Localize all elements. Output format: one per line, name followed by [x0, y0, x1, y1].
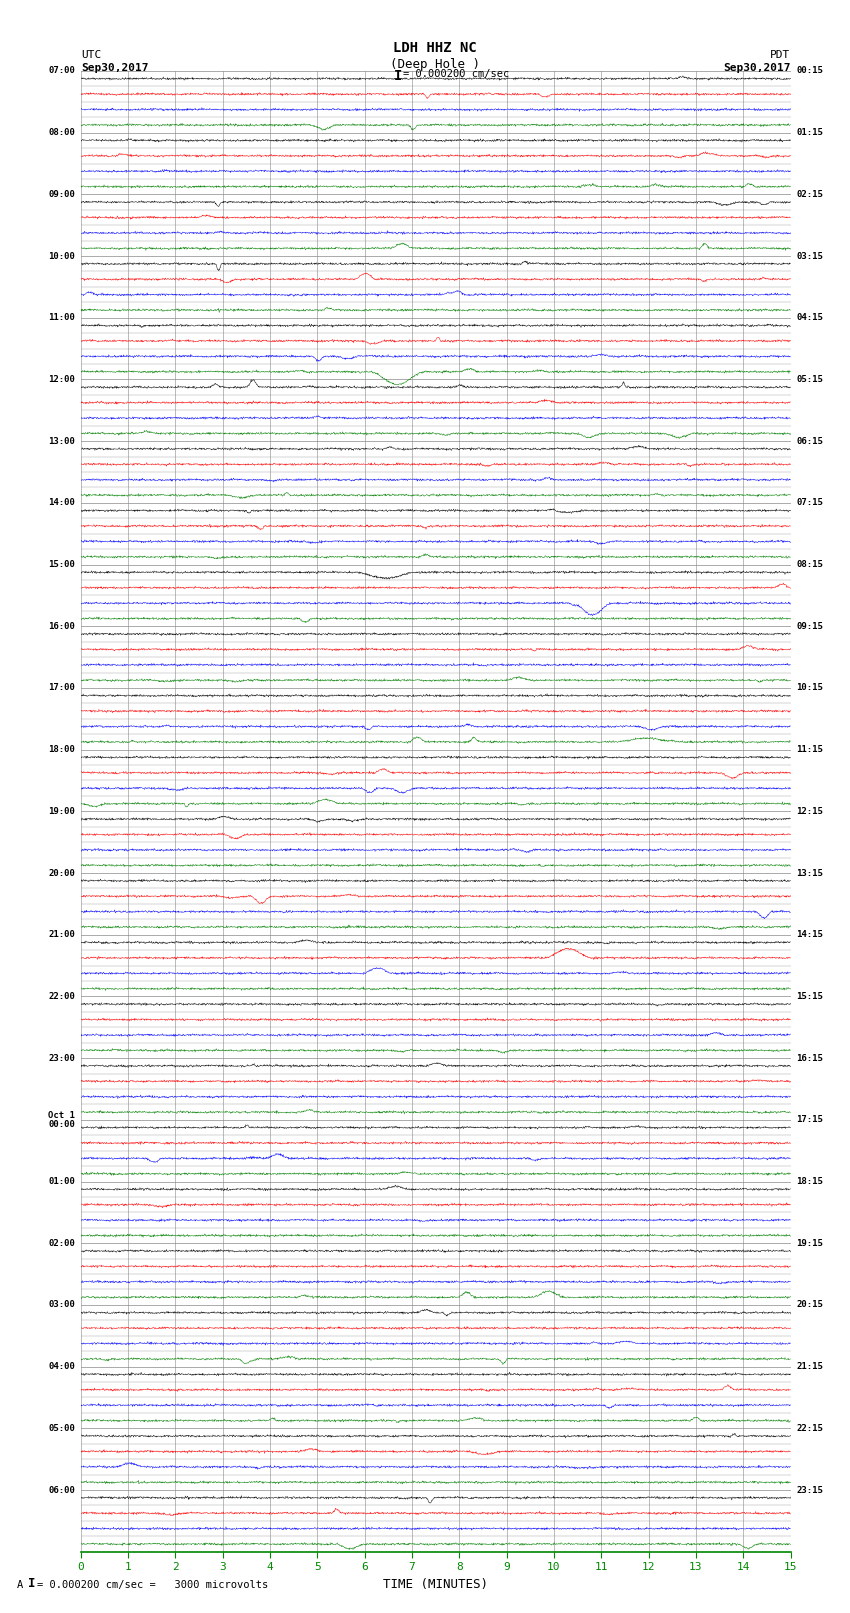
Text: 06:15: 06:15 — [796, 437, 823, 445]
Text: 12:15: 12:15 — [796, 806, 823, 816]
Text: Sep30,2017: Sep30,2017 — [723, 63, 791, 73]
Text: 08:00: 08:00 — [48, 127, 75, 137]
Text: 22:00: 22:00 — [48, 992, 75, 1002]
Text: 19:00: 19:00 — [48, 806, 75, 816]
Text: 04:15: 04:15 — [796, 313, 823, 323]
Text: UTC: UTC — [81, 50, 101, 60]
Text: 09:00: 09:00 — [48, 190, 75, 198]
Text: 21:15: 21:15 — [796, 1361, 823, 1371]
Text: A: A — [17, 1581, 23, 1590]
Text: 18:00: 18:00 — [48, 745, 75, 755]
Text: 14:00: 14:00 — [48, 498, 75, 508]
Text: 21:00: 21:00 — [48, 931, 75, 939]
Text: 00:15: 00:15 — [796, 66, 823, 76]
Text: 20:00: 20:00 — [48, 868, 75, 877]
Text: = 0.000200 cm/sec: = 0.000200 cm/sec — [403, 69, 509, 79]
Text: (Deep Hole ): (Deep Hole ) — [390, 58, 480, 71]
Text: LDH HHZ NC: LDH HHZ NC — [394, 40, 477, 55]
Text: 23:00: 23:00 — [48, 1053, 75, 1063]
Text: 15:15: 15:15 — [796, 992, 823, 1002]
Text: 22:15: 22:15 — [796, 1424, 823, 1432]
Text: Sep30,2017: Sep30,2017 — [81, 63, 148, 73]
Text: 05:00: 05:00 — [48, 1424, 75, 1432]
Text: 11:00: 11:00 — [48, 313, 75, 323]
Text: 18:15: 18:15 — [796, 1177, 823, 1186]
Text: 23:15: 23:15 — [796, 1486, 823, 1495]
Text: 00:00: 00:00 — [48, 1119, 75, 1129]
Text: I: I — [394, 69, 402, 84]
Text: 12:00: 12:00 — [48, 374, 75, 384]
Text: 08:15: 08:15 — [796, 560, 823, 569]
Text: = 0.000200 cm/sec =   3000 microvolts: = 0.000200 cm/sec = 3000 microvolts — [37, 1581, 268, 1590]
Text: Oct 1: Oct 1 — [48, 1111, 75, 1119]
Text: 09:15: 09:15 — [796, 621, 823, 631]
Text: 10:00: 10:00 — [48, 252, 75, 261]
Text: 05:15: 05:15 — [796, 374, 823, 384]
Text: 02:00: 02:00 — [48, 1239, 75, 1248]
X-axis label: TIME (MINUTES): TIME (MINUTES) — [383, 1578, 488, 1590]
Text: 17:15: 17:15 — [796, 1115, 823, 1124]
Text: 14:15: 14:15 — [796, 931, 823, 939]
Text: 13:15: 13:15 — [796, 868, 823, 877]
Text: PDT: PDT — [770, 50, 790, 60]
Text: 07:00: 07:00 — [48, 66, 75, 76]
Text: 01:15: 01:15 — [796, 127, 823, 137]
Text: 13:00: 13:00 — [48, 437, 75, 445]
Text: 07:15: 07:15 — [796, 498, 823, 508]
Text: 04:00: 04:00 — [48, 1361, 75, 1371]
Text: 02:15: 02:15 — [796, 190, 823, 198]
Text: 11:15: 11:15 — [796, 745, 823, 755]
Text: I: I — [28, 1578, 36, 1590]
Text: 15:00: 15:00 — [48, 560, 75, 569]
Text: 16:15: 16:15 — [796, 1053, 823, 1063]
Text: 06:00: 06:00 — [48, 1486, 75, 1495]
Text: 03:00: 03:00 — [48, 1300, 75, 1310]
Text: 16:00: 16:00 — [48, 621, 75, 631]
Text: 19:15: 19:15 — [796, 1239, 823, 1248]
Text: 01:00: 01:00 — [48, 1177, 75, 1186]
Text: 20:15: 20:15 — [796, 1300, 823, 1310]
Text: 10:15: 10:15 — [796, 684, 823, 692]
Text: 17:00: 17:00 — [48, 684, 75, 692]
Text: 03:15: 03:15 — [796, 252, 823, 261]
